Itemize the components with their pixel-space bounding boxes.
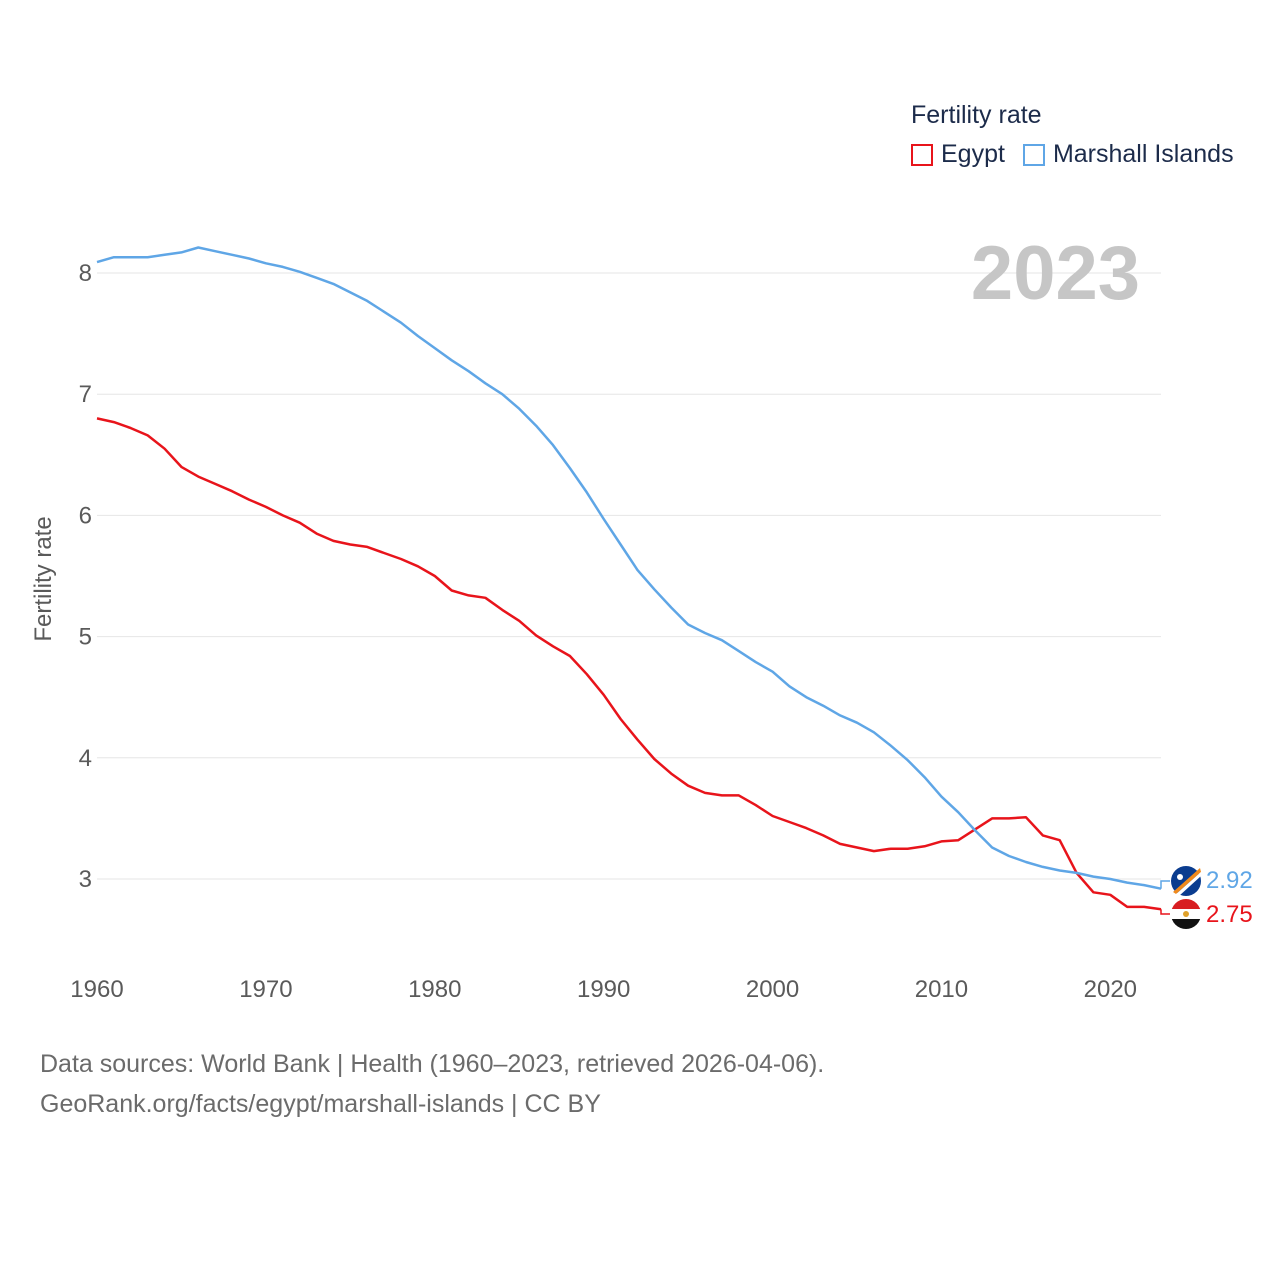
footer: Data sources: World Bank | Health (1960–…	[40, 1044, 824, 1124]
x-tick-label: 2000	[746, 976, 799, 1003]
legend-label-marshall-islands: Marshall Islands	[1052, 140, 1234, 168]
y-tick-label: 5	[79, 624, 92, 651]
x-tick-label: 2020	[1084, 976, 1137, 1003]
data-sources-text: Data sources: World Bank | Health (1960–…	[40, 1050, 825, 1078]
end-connector-egypt	[1160, 909, 1170, 915]
end-value-label-marshall-islands: 2.92	[1206, 867, 1253, 894]
egypt-flag-icon	[1171, 899, 1201, 929]
series-lines	[96, 246, 1162, 911]
legend-swatch-marshall-islands	[1022, 143, 1045, 166]
y-tick-label: 8	[79, 260, 92, 287]
y-tick-label: 7	[79, 381, 92, 408]
marshall-islands-flag-icon	[1171, 866, 1201, 896]
source-url-text: GeoRank.org/facts/egypt/marshall-islands…	[40, 1090, 601, 1118]
y-axis-ticks: 3 4 5 6 7 8	[79, 260, 92, 893]
y-tick-label: 6	[79, 502, 92, 529]
y-tick-label: 4	[79, 745, 92, 772]
legend-item-egypt[interactable]: Egypt	[911, 140, 1005, 169]
end-connector-marshall-islands	[1160, 880, 1170, 889]
x-tick-label: 1990	[577, 976, 630, 1003]
legend-swatch-egypt	[911, 143, 933, 166]
legend: Fertility rate Egypt Marshall Islands	[911, 100, 1252, 169]
end-value-label-egypt: 2.75	[1206, 901, 1253, 928]
legend-label-egypt: Egypt	[941, 140, 1005, 168]
legend-item-marshall-islands[interactable]: Marshall Islands	[1022, 140, 1234, 169]
legend-title: Fertility rate	[911, 101, 1042, 129]
x-tick-label: 1970	[239, 976, 292, 1003]
y-tick-label: 3	[79, 866, 92, 893]
x-tick-label: 1960	[70, 976, 123, 1003]
series-line-egypt	[96, 417, 1162, 911]
end-markers: 2.75 2.92	[1160, 866, 1253, 929]
x-axis-ticks: 1960 1970 1980 1990 2000 2010 2020	[70, 976, 1137, 1003]
grid-lines	[97, 272, 1161, 880]
x-tick-label: 1980	[408, 976, 461, 1003]
y-axis-title: Fertility rate	[30, 516, 57, 641]
x-tick-label: 2010	[915, 976, 968, 1003]
series-line-marshall-islands	[96, 246, 1162, 890]
year-label: 2023	[971, 231, 1140, 316]
